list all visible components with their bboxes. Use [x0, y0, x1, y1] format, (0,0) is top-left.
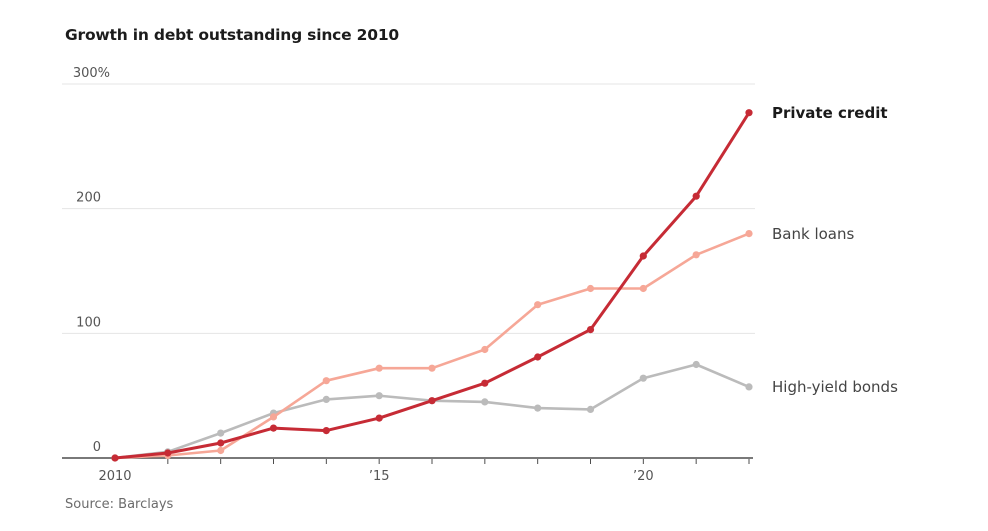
chart-title: Growth in debt outstanding since 2010 — [65, 26, 399, 44]
svg-text:100: 100 — [76, 315, 101, 330]
source-note: Source: Barclays — [65, 497, 174, 512]
svg-text:’20: ’20 — [633, 469, 654, 484]
series-label-bank-loans: Bank loans — [772, 225, 855, 243]
series-label-private-credit: Private credit — [772, 104, 888, 122]
svg-text:200: 200 — [76, 191, 101, 206]
series-label-high-yield-bonds: High-yield bonds — [772, 378, 898, 396]
svg-text:’15: ’15 — [369, 469, 390, 484]
svg-text:2010: 2010 — [98, 469, 131, 484]
svg-text:0: 0 — [93, 440, 101, 455]
svg-text:300%: 300% — [73, 66, 110, 81]
